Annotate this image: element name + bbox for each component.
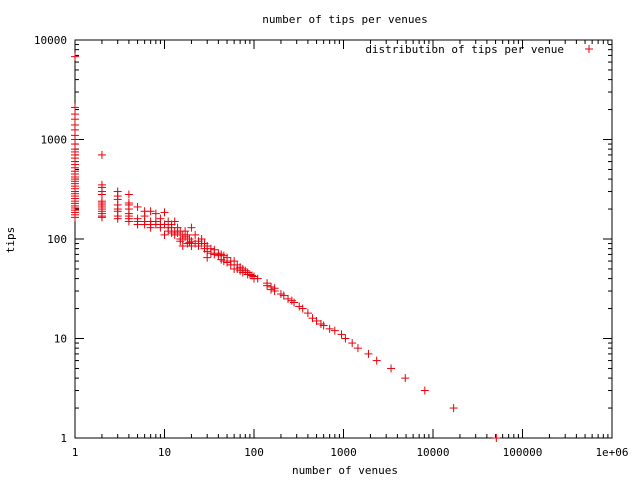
data-point [287, 296, 296, 305]
data-point [341, 334, 350, 343]
data-point [372, 356, 381, 365]
y-axis-ticks: 1 10 100 1000 10000 [34, 34, 612, 445]
y-tick-label: 1 [60, 432, 67, 445]
data-point [279, 291, 288, 300]
data-point [253, 274, 262, 283]
data-point [270, 287, 279, 296]
data-point [146, 207, 155, 216]
data-point [203, 253, 212, 262]
y-axis-label: tips [4, 227, 17, 254]
data-point [133, 202, 142, 211]
data-point [124, 190, 133, 199]
x-tick-label: 100 [244, 446, 264, 459]
data-point [401, 374, 410, 383]
data-point [97, 213, 106, 222]
data-point [387, 364, 396, 373]
data-point [178, 242, 187, 251]
data-point [348, 339, 357, 348]
data-point [156, 223, 165, 232]
data-point [183, 230, 192, 239]
data-point [113, 214, 122, 223]
data-point [284, 294, 293, 303]
data-point [337, 330, 346, 339]
data-point [160, 208, 169, 217]
legend-plus-marker [585, 45, 593, 53]
data-point [206, 249, 215, 258]
x-tick-label: 100000 [503, 446, 543, 459]
data-point [308, 314, 317, 323]
x-tick-label: 1 [72, 446, 79, 459]
x-axis-ticks: 1 10 100 1000 10000 100000 1e+06 [72, 40, 629, 459]
legend-label: distribution of tips per venue [365, 43, 564, 56]
data-point [71, 213, 79, 222]
y-tick-label: 10000 [34, 34, 67, 47]
data-point [290, 298, 299, 307]
data-point [183, 239, 192, 248]
data-point [146, 223, 155, 232]
legend: distribution of tips per venue [365, 43, 593, 56]
data-point [267, 285, 276, 294]
data-point [97, 150, 106, 159]
x-tick-label: 1e+06 [595, 446, 628, 459]
x-tick-label: 1000 [330, 446, 357, 459]
data-point [124, 217, 133, 226]
data-point [191, 230, 200, 239]
x-tick-label: 10000 [416, 446, 449, 459]
data-point [187, 223, 196, 232]
chart-title: number of tips per venues [262, 13, 428, 26]
data-point [303, 309, 312, 318]
data-point [295, 302, 304, 311]
data-points [71, 52, 501, 442]
data-point [312, 316, 321, 325]
y-tick-label: 10 [54, 333, 67, 346]
data-point [325, 324, 334, 333]
legend-marker [585, 45, 593, 53]
data-point [319, 321, 328, 330]
data-point [219, 257, 228, 266]
data-point [245, 270, 254, 279]
y-tick-label: 1000 [41, 134, 68, 147]
data-point [210, 250, 219, 259]
data-point [492, 434, 501, 442]
data-point [170, 217, 179, 226]
plot-frame [74, 39, 613, 439]
data-point [420, 386, 429, 395]
data-point [364, 349, 373, 358]
data-point [133, 220, 142, 229]
y-tick-label: 100 [47, 233, 67, 246]
data-point [330, 326, 339, 335]
data-point [151, 209, 160, 218]
x-axis-label: number of venues [292, 464, 398, 477]
data-point [263, 281, 272, 290]
data-point [185, 238, 194, 247]
data-point [71, 52, 79, 61]
data-point [353, 344, 362, 353]
x-tick-label: 10 [158, 446, 171, 459]
data-point [449, 404, 458, 413]
data-point [298, 304, 307, 313]
data-point [160, 230, 169, 239]
